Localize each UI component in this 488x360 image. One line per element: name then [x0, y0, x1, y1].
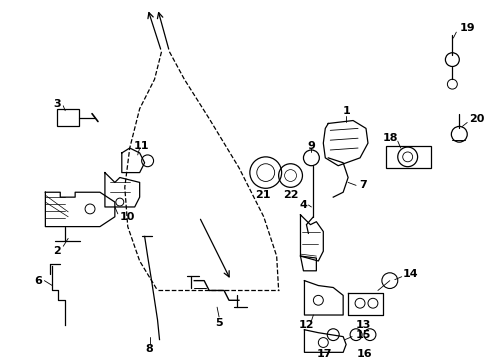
- Text: 18: 18: [382, 133, 398, 143]
- Text: 6: 6: [35, 276, 42, 285]
- Text: 9: 9: [307, 141, 315, 151]
- Text: 22: 22: [282, 190, 298, 200]
- Text: 15: 15: [355, 330, 371, 340]
- Text: 14: 14: [402, 269, 418, 279]
- Text: 20: 20: [468, 113, 484, 123]
- Text: 7: 7: [358, 180, 366, 190]
- Text: 13: 13: [355, 320, 370, 330]
- Text: 2: 2: [53, 246, 61, 256]
- Text: 19: 19: [458, 23, 474, 33]
- Text: 8: 8: [145, 345, 153, 354]
- Text: 5: 5: [215, 318, 223, 328]
- Bar: [57, 109, 79, 126]
- Text: 16: 16: [355, 349, 371, 359]
- Text: 21: 21: [254, 190, 270, 200]
- Text: 3: 3: [53, 99, 61, 109]
- Text: 17: 17: [316, 349, 331, 359]
- Text: 12: 12: [298, 320, 314, 330]
- Text: 10: 10: [120, 212, 135, 222]
- Text: 4: 4: [299, 200, 307, 210]
- Text: 1: 1: [342, 106, 349, 116]
- Text: 11: 11: [134, 141, 149, 151]
- Bar: [385, 146, 429, 168]
